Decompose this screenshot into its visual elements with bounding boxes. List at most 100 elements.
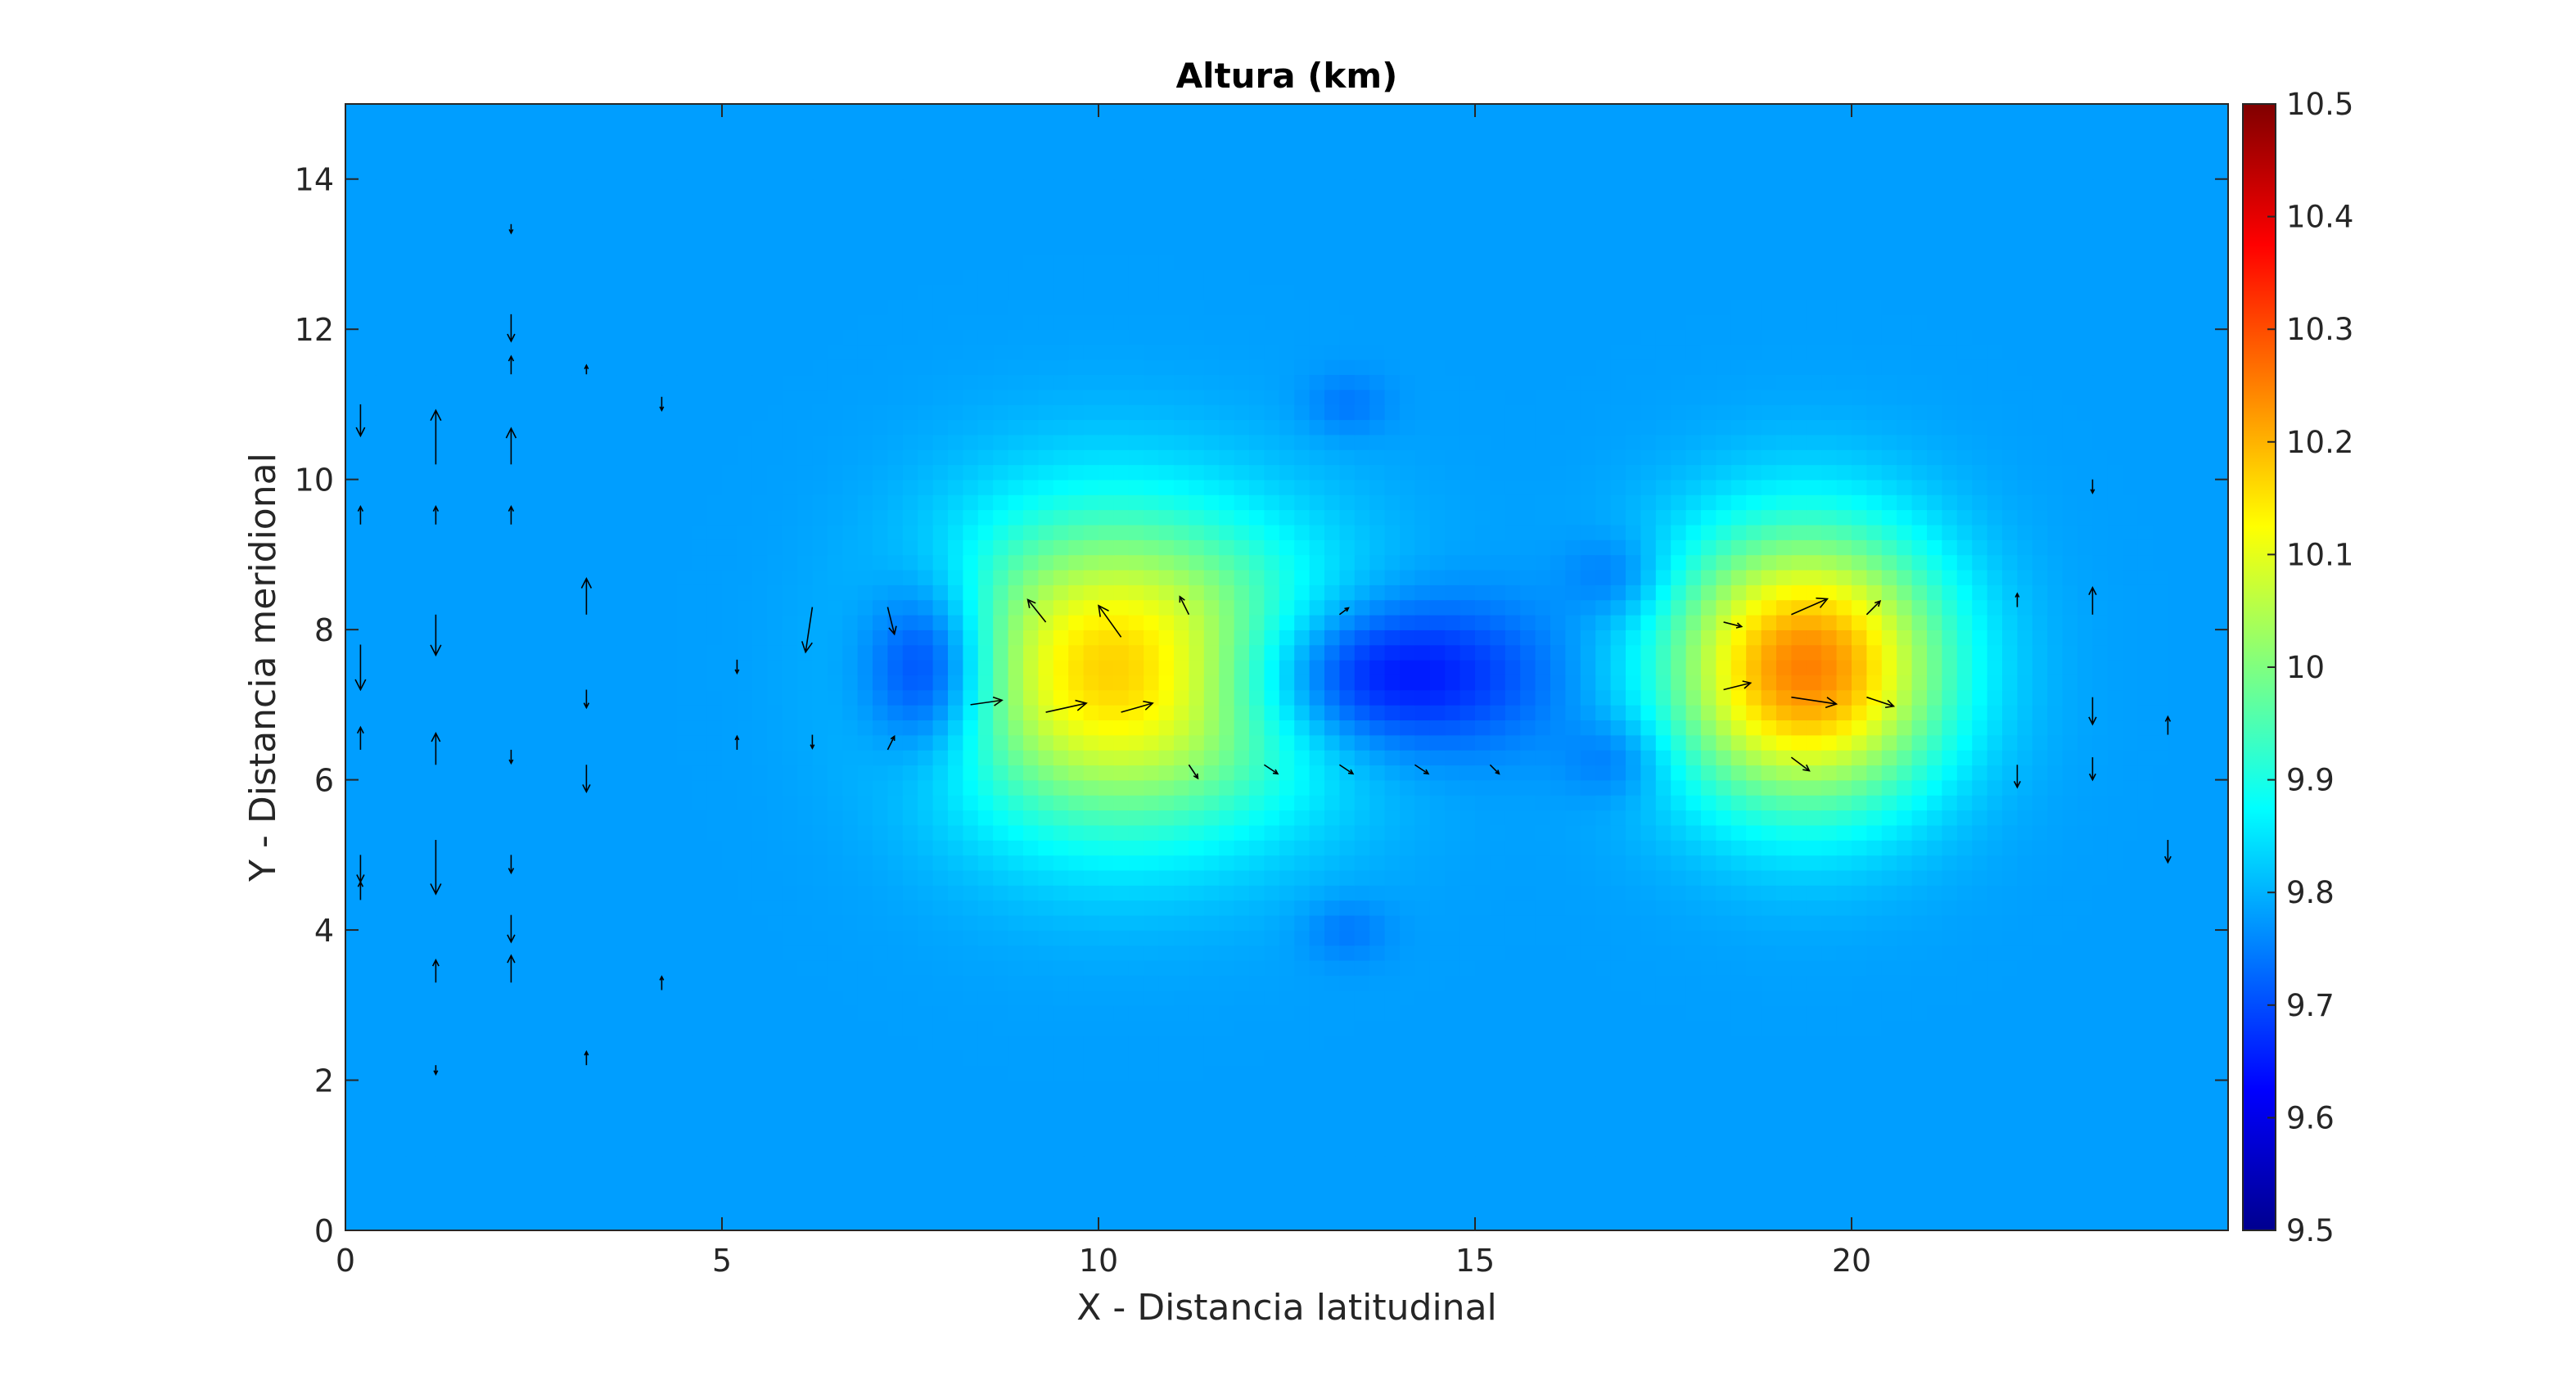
heatmap-cell	[1068, 749, 1085, 766]
heatmap-cell	[1053, 1125, 1069, 1141]
heatmap-cell	[2032, 824, 2048, 841]
heatmap-cell	[1927, 839, 1943, 856]
heatmap-cell	[1610, 959, 1626, 976]
heatmap-cell	[2077, 914, 2094, 931]
heatmap-cell	[1339, 779, 1356, 796]
heatmap-cell	[1309, 824, 1325, 841]
heatmap-cell	[1234, 930, 1250, 946]
heatmap-cell	[2137, 810, 2154, 826]
heatmap-cell	[601, 659, 617, 675]
heatmap-cell	[1158, 794, 1175, 811]
heatmap-cell	[1144, 1049, 1160, 1066]
heatmap-cell	[1927, 810, 1943, 826]
heatmap-cell	[1987, 1215, 2003, 1230]
heatmap-cell	[977, 990, 994, 1006]
heatmap-cell	[571, 765, 588, 781]
heatmap-cell	[948, 824, 964, 841]
heatmap-cell	[2198, 1155, 2214, 1171]
heatmap-cell	[1701, 1049, 1717, 1066]
heatmap-cell	[1595, 839, 1612, 856]
heatmap-cell	[2107, 779, 2123, 796]
heatmap-cell	[2182, 1170, 2199, 1186]
heatmap-cell	[842, 689, 859, 706]
heatmap-cell	[1776, 689, 1793, 706]
heatmap-cell	[2017, 900, 2033, 916]
heatmap-cell	[1144, 644, 1160, 661]
heatmap-cell	[1264, 1155, 1280, 1171]
heatmap-cell	[1897, 900, 1913, 916]
heatmap-cell	[842, 1155, 859, 1171]
heatmap-cell	[1475, 659, 1491, 675]
heatmap-cell	[586, 794, 602, 811]
heatmap-cell	[1565, 1185, 1581, 1202]
heatmap-cell	[963, 1004, 979, 1021]
heatmap-cell	[1249, 1035, 1265, 1051]
heatmap-cell	[1249, 704, 1265, 721]
heatmap-cell	[1730, 1170, 1747, 1186]
heatmap-cell	[1294, 810, 1311, 826]
heatmap-cell	[751, 675, 768, 691]
heatmap-cell	[1008, 990, 1024, 1006]
heatmap-cell	[1791, 855, 1807, 871]
heatmap-cell	[1264, 959, 1280, 976]
heatmap-cell	[767, 1110, 783, 1126]
heatmap-cell	[1730, 1200, 1747, 1216]
heatmap-cell	[1354, 930, 1370, 946]
heatmap-cell	[1445, 824, 1461, 841]
heatmap-cell	[1234, 1155, 1250, 1171]
heatmap-cell	[526, 749, 542, 766]
heatmap-cell	[812, 1094, 828, 1112]
heatmap-cell	[2062, 824, 2078, 841]
heatmap-cell	[1490, 630, 1506, 646]
heatmap-cell	[782, 824, 798, 841]
heatmap-cell	[526, 779, 542, 796]
heatmap-cell	[2107, 1065, 2123, 1081]
heatmap-cell	[932, 1140, 949, 1157]
heatmap-cell	[1806, 1200, 1822, 1216]
heatmap-cell	[1189, 810, 1205, 826]
heatmap-cell	[1806, 1170, 1822, 1186]
heatmap-cell	[1234, 1035, 1250, 1051]
heatmap-cell	[1550, 975, 1567, 991]
heatmap-cell	[1128, 1170, 1144, 1186]
heatmap-cell	[1791, 644, 1807, 661]
heatmap-cell	[1806, 885, 1822, 901]
heatmap-cell	[556, 1215, 572, 1230]
heatmap-cell	[2153, 1080, 2169, 1096]
heatmap-cell	[1836, 659, 1852, 675]
heatmap-cell	[2213, 659, 2228, 675]
heatmap-cell	[1414, 1170, 1431, 1186]
heatmap-cell	[1626, 959, 1642, 976]
heatmap-cell	[2168, 885, 2184, 901]
heatmap-cell	[812, 824, 828, 841]
heatmap-cell	[2198, 765, 2214, 781]
heatmap-cell	[1234, 900, 1250, 916]
heatmap-cell	[1927, 885, 1943, 901]
heatmap-cell	[1475, 900, 1491, 916]
heatmap-cell	[1655, 824, 1671, 841]
heatmap-cell	[797, 855, 814, 871]
heatmap-cell	[963, 900, 979, 916]
heatmap-cell	[993, 1080, 1009, 1096]
heatmap-cell	[1520, 630, 1536, 646]
heatmap-cell	[1987, 689, 2003, 706]
heatmap-cell	[1189, 1185, 1205, 1202]
heatmap-cell	[1219, 914, 1235, 931]
heatmap-cell	[1655, 704, 1671, 721]
heatmap-cell	[390, 794, 407, 811]
heatmap-cell	[1174, 630, 1190, 646]
heatmap-cell	[797, 1140, 814, 1157]
heatmap-cell	[1068, 1065, 1085, 1081]
heatmap-cell	[1099, 734, 1115, 751]
heatmap-cell	[1234, 1185, 1250, 1202]
heatmap-cell	[2047, 885, 2064, 901]
heatmap-cell	[450, 824, 467, 841]
heatmap-cell	[511, 1094, 527, 1112]
heatmap-cell	[2032, 1094, 2048, 1112]
heatmap-cell	[661, 1035, 678, 1051]
heatmap-cell	[692, 1125, 708, 1141]
heatmap-cell	[345, 720, 362, 736]
heatmap-cell	[586, 779, 602, 796]
heatmap-cell	[1099, 1215, 1115, 1230]
heatmap-cell	[1852, 749, 1868, 766]
